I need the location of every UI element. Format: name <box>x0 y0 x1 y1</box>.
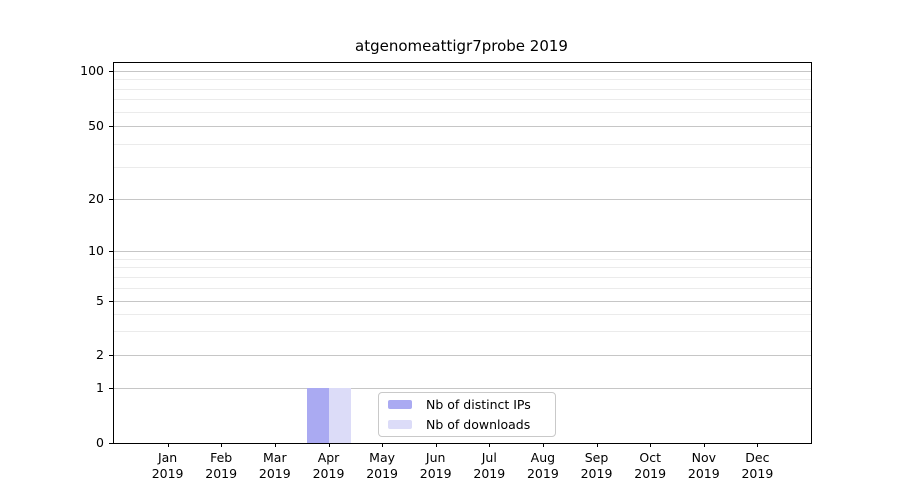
x-tick-label: Feb 2019 <box>181 450 261 482</box>
y-gridline-minor <box>114 331 811 333</box>
x-tick-month: Dec <box>745 450 770 465</box>
y-tick-mark <box>109 70 113 72</box>
y-tick-mark <box>109 388 113 390</box>
x-tick-month: Aug <box>530 450 556 465</box>
x-tick-year: 2019 <box>366 466 398 481</box>
x-tick-label: Aug 2019 <box>503 450 583 482</box>
y-gridline-major <box>114 388 811 390</box>
x-tick-year: 2019 <box>687 466 720 481</box>
y-gridline-minor <box>114 79 811 80</box>
x-tick-month: Jul <box>481 450 497 465</box>
y-tick-mark <box>109 301 113 303</box>
y-gridline-major <box>114 126 811 128</box>
y-gridline-minor <box>114 288 811 290</box>
x-tick-month: Oct <box>639 450 661 465</box>
y-tick-label: 50 <box>88 118 104 134</box>
x-tick-month: Mar <box>263 450 287 465</box>
legend-item-distinct-ips: Nb of distinct IPs <box>379 395 545 415</box>
x-tick-mark <box>274 443 276 447</box>
y-tick-mark <box>109 198 113 200</box>
x-tick-label: Apr 2019 <box>289 450 369 482</box>
y-gridline-minor <box>114 99 811 101</box>
y-tick-label: 20 <box>88 190 104 206</box>
x-tick-mark <box>382 443 384 447</box>
y-gridline-minor <box>114 314 811 316</box>
x-tick-month: May <box>369 450 396 465</box>
x-tick-label: Jul 2019 <box>449 450 529 482</box>
chart-title: atgenomeattigr7probe 2019 <box>355 37 568 55</box>
y-gridline-major <box>114 198 811 200</box>
x-tick-label: Dec 2019 <box>717 450 797 482</box>
y-gridline-minor <box>114 267 811 269</box>
x-tick-month: Jun <box>425 450 446 465</box>
x-tick-mark <box>703 443 705 447</box>
x-tick-mark <box>167 443 169 447</box>
y-gridline-major <box>114 251 811 253</box>
x-tick-mark <box>221 443 223 447</box>
y-tick-mark <box>109 251 113 253</box>
x-tick-year: 2019 <box>205 466 238 481</box>
x-tick-mark <box>489 443 491 447</box>
x-tick-mark <box>435 443 437 447</box>
x-tick-mark <box>650 443 652 447</box>
x-tick-month: Feb <box>210 450 233 465</box>
y-tick-label: 100 <box>80 62 104 78</box>
y-tick-label: 1 <box>96 380 104 396</box>
y-tick-label: 2 <box>96 347 104 363</box>
x-tick-year: 2019 <box>419 466 452 481</box>
y-tick-mark <box>109 126 113 128</box>
y-tick-mark <box>109 443 113 444</box>
x-tick-year: 2019 <box>151 466 184 481</box>
x-tick-label: Jun 2019 <box>396 450 476 482</box>
x-tick-label: Jan 2019 <box>128 450 208 482</box>
x-tick-label: May 2019 <box>342 450 422 482</box>
y-tick-mark <box>109 355 113 357</box>
y-gridline-major <box>114 301 811 303</box>
legend-item-downloads: Nb of downloads <box>379 415 545 435</box>
x-tick-label: Oct 2019 <box>610 450 690 482</box>
x-tick-month: Jan <box>157 450 178 465</box>
plot-area <box>113 62 812 444</box>
x-tick-label: Mar 2019 <box>235 450 315 482</box>
legend-label-downloads: Nb of downloads <box>426 416 531 432</box>
x-tick-year: 2019 <box>473 466 506 481</box>
y-gridline-minor <box>114 111 811 113</box>
y-gridline-major <box>114 355 811 357</box>
x-tick-mark <box>596 443 598 447</box>
bar-downloads-apr <box>328 388 351 443</box>
legend: Nb of distinct IPs Nb of downloads <box>378 392 556 437</box>
x-tick-month: Apr <box>317 450 340 465</box>
y-tick-label: 10 <box>88 243 104 259</box>
x-tick-label: Nov 2019 <box>664 450 744 482</box>
x-tick-year: 2019 <box>634 466 667 481</box>
x-tick-year: 2019 <box>526 466 559 481</box>
bar-distinct-ips-apr <box>306 388 329 443</box>
y-tick-label: 5 <box>96 293 104 309</box>
x-tick-year: 2019 <box>258 466 291 481</box>
x-tick-label: Sep 2019 <box>557 450 637 482</box>
x-tick-year: 2019 <box>580 466 613 481</box>
y-gridline-minor <box>114 144 811 146</box>
x-tick-year: 2019 <box>312 466 345 481</box>
y-gridline-minor <box>114 88 811 90</box>
x-tick-month: Nov <box>691 450 716 465</box>
x-tick-mark <box>542 443 544 447</box>
y-gridline-minor <box>114 276 811 278</box>
legend-swatch-downloads <box>388 419 412 429</box>
y-gridline-minor <box>114 166 811 168</box>
x-tick-month: Sep <box>584 450 609 465</box>
y-gridline-minor <box>114 258 811 260</box>
legend-label-distinct-ips: Nb of distinct IPs <box>426 397 531 413</box>
legend-swatch-distinct-ips <box>388 400 412 410</box>
y-tick-label: 0 <box>96 435 104 450</box>
y-gridline-major <box>114 70 811 72</box>
x-tick-mark <box>328 443 330 447</box>
x-tick-year: 2019 <box>741 466 774 481</box>
x-tick-mark <box>757 443 759 447</box>
